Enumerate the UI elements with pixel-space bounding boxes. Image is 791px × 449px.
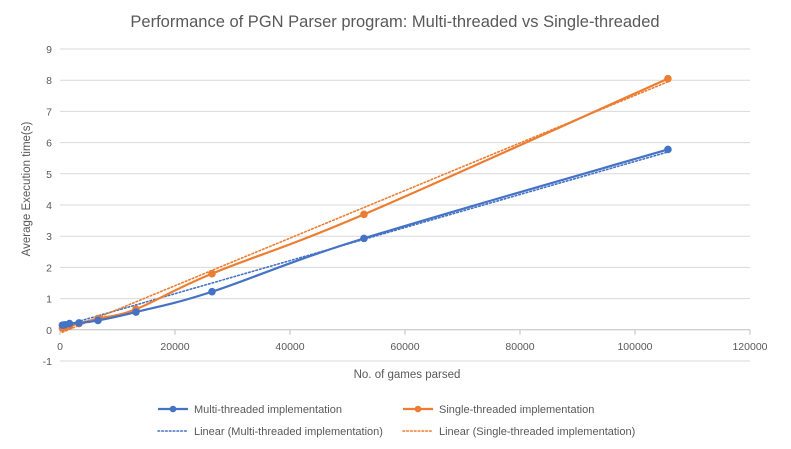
x-tick-label-100000: 100000: [617, 341, 652, 353]
y-tick-label-0: 0: [46, 325, 52, 337]
y-axis-title: Average Execution time(s): [21, 122, 33, 257]
data-point-multi-5: [132, 308, 140, 316]
data-point-multi-2: [65, 319, 74, 328]
trendline-single: [61, 80, 669, 334]
legend-label-single-series: Single-threaded implementation: [439, 404, 594, 416]
data-point-multi-7: [360, 234, 368, 243]
y-tick-label--1: -1: [43, 356, 52, 368]
data-point-multi-3: [75, 319, 83, 327]
x-tick-label-40000: 40000: [275, 341, 304, 353]
chart-title: Performance of PGN Parser program: Multi…: [130, 13, 659, 31]
legend-label-single-trendline: Linear (Single-threaded implementation): [439, 426, 635, 438]
y-tick-label-1: 1: [46, 294, 52, 306]
x-tick-label-0: 0: [57, 341, 63, 353]
y-tick-label-6: 6: [46, 138, 52, 150]
data-point-single-8: [664, 74, 672, 83]
x-tick-label-120000: 120000: [732, 341, 767, 353]
data-point-multi-6: [208, 287, 216, 296]
x-tick-label-80000: 80000: [505, 341, 534, 353]
y-tick-label-4: 4: [46, 200, 52, 212]
legend-label-multi-trendline: Linear (Multi-threaded implementation): [194, 426, 383, 438]
data-point-single-7: [360, 210, 368, 219]
data-point-multi-8: [664, 145, 672, 154]
legend-marker-multi-series: [169, 405, 177, 413]
data-point-single-6: [208, 269, 216, 278]
x-tick-label-60000: 60000: [390, 341, 419, 353]
gridlines: [60, 48, 750, 362]
y-tick-label-5: 5: [46, 169, 52, 181]
series-line-single: [61, 77, 669, 330]
y-tick-label-3: 3: [46, 231, 52, 243]
x-tick-label-20000: 20000: [160, 341, 189, 353]
y-tick-label-7: 7: [46, 106, 52, 118]
y-tick-label-2: 2: [46, 262, 52, 274]
data-point-multi-4: [94, 316, 102, 325]
legend-label-multi-series: Multi-threaded implementation: [194, 404, 342, 416]
y-tick-label-8: 8: [46, 75, 52, 87]
data-series: [58, 74, 672, 333]
x-axis-title: No. of games parsed: [354, 369, 461, 381]
legend: Multi-threaded implementation Single-thre…: [157, 404, 635, 438]
legend-marker-single-series: [414, 405, 422, 413]
axes: -1 0 1 2 3 4 5 6 7 8 9 0 20000 40000 60000 80000 100000 1…: [43, 44, 768, 368]
y-tick-label-9: 9: [46, 44, 52, 56]
